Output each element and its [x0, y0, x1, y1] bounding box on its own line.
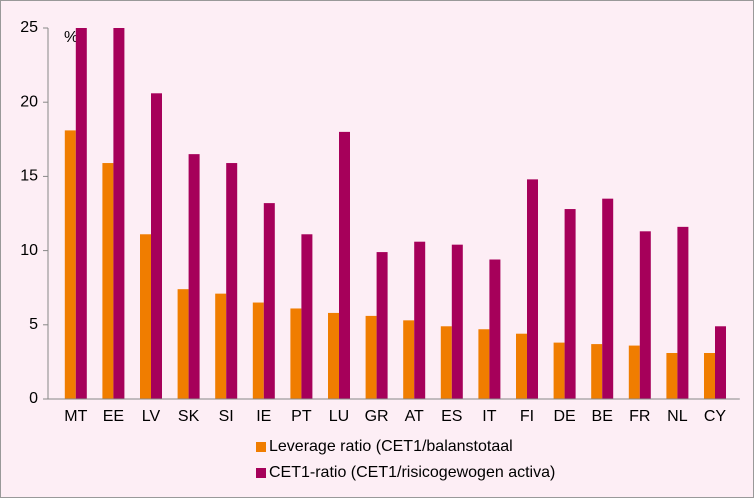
bar: [188, 154, 200, 399]
x-tick-label: DE: [553, 408, 575, 425]
bar: [252, 302, 264, 399]
bar: [489, 259, 501, 399]
bar: [102, 163, 114, 399]
bar: [215, 293, 227, 399]
bar: [301, 234, 313, 399]
bar: [151, 93, 162, 400]
x-tick-label: LV: [142, 408, 161, 425]
bar: [263, 203, 275, 399]
bar: [715, 326, 726, 399]
y-tick-label: 0: [29, 390, 38, 407]
y-tick-label: 15: [20, 168, 38, 185]
legend-label: CET1-ratio (CET1/risicogewogen activa): [269, 464, 555, 481]
bar: [666, 352, 678, 399]
bar: [403, 320, 415, 399]
x-tick-label: FR: [629, 408, 650, 425]
x-tick-label: LU: [329, 408, 349, 425]
x-tick-label: EE: [103, 408, 124, 425]
x-tick-label: IT: [482, 408, 496, 425]
bar: [677, 226, 689, 399]
bar: [478, 329, 490, 399]
x-tick-label: BE: [592, 408, 613, 425]
bar: [704, 352, 715, 399]
bar: [290, 308, 302, 399]
bar: [527, 179, 538, 399]
x-tick-label: SI: [219, 408, 234, 425]
bar: [553, 342, 565, 399]
legend-label: Leverage ratio (CET1/balanstotaal: [269, 438, 513, 455]
bar: [339, 131, 350, 399]
bar: [564, 209, 576, 399]
unit-annotation: %: [64, 29, 78, 46]
bar: [516, 333, 527, 399]
y-tick-label: 25: [20, 19, 38, 36]
bar: [414, 241, 426, 399]
x-tick-label: GR: [365, 408, 389, 425]
legend-swatch: [256, 468, 266, 478]
x-tick-label: SK: [178, 408, 200, 425]
bar: [591, 344, 603, 399]
bar: [628, 345, 640, 399]
bar: [451, 244, 463, 399]
bar: [376, 252, 388, 399]
x-tick-label: MT: [64, 408, 87, 425]
y-tick-label: 10: [20, 242, 38, 259]
bar: [440, 326, 452, 399]
x-tick-label: PT: [291, 408, 312, 425]
bar: [639, 231, 651, 399]
x-tick-label: ES: [441, 408, 462, 425]
bar: [365, 315, 377, 399]
bar: [177, 289, 189, 399]
x-tick-label: FI: [520, 408, 534, 425]
bar: [328, 312, 339, 399]
legend-swatch: [256, 442, 266, 452]
bar: [75, 28, 87, 399]
y-tick-label: 20: [20, 93, 38, 110]
x-tick-label: IE: [256, 408, 271, 425]
x-tick-label: AT: [405, 408, 424, 425]
bar: [602, 198, 614, 399]
bar: [113, 28, 125, 399]
y-tick-label: 5: [29, 316, 38, 333]
bar: [140, 234, 151, 399]
x-tick-label: NL: [667, 408, 688, 425]
bar: [226, 163, 238, 399]
bar: [64, 130, 76, 399]
x-tick-label: CY: [704, 408, 727, 425]
